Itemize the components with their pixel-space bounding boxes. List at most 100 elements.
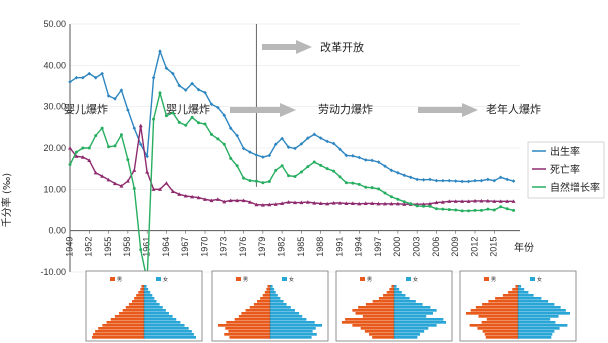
data-point: [447, 178, 452, 183]
annotation-elderly-boom: 老年人爆炸: [486, 102, 541, 116]
pyramid-bar-female: [394, 288, 400, 291]
data-point: [267, 153, 272, 158]
data-point: [505, 177, 509, 182]
data-point: [132, 187, 136, 191]
pyramid-bar-female: [518, 324, 568, 327]
pyramid-bar-female: [270, 330, 313, 333]
pyramid-bar-male: [512, 288, 518, 291]
data-point: [138, 123, 143, 128]
data-point: [351, 154, 355, 158]
series-line: [69, 125, 514, 206]
data-point: [338, 200, 342, 205]
data-point: [113, 181, 117, 186]
y-tick-label: -10.00: [40, 267, 66, 277]
data-point: [68, 80, 72, 84]
x-tick-label: 2009: [450, 237, 460, 257]
pyramid-bar-female: [144, 294, 153, 297]
data-point: [215, 197, 220, 201]
x-tick-label: 1991: [334, 237, 344, 257]
y-tick-label: 0.00: [48, 226, 66, 236]
x-tick-label: 1964: [161, 237, 171, 257]
pyramid-bar-female: [394, 333, 420, 336]
data-point: [428, 204, 432, 208]
pyramid-bar-female: [394, 330, 425, 333]
pyramid-bar-male: [106, 321, 144, 324]
pyramid-bar-male: [228, 330, 270, 333]
pyramid-bar-female: [144, 285, 147, 288]
data-point: [460, 209, 464, 213]
data-point: [151, 187, 156, 191]
pyramid-bar-female: [518, 318, 551, 321]
pyramid-bar-female: [270, 327, 316, 330]
data-point: [254, 179, 258, 183]
x-tick-label: 1985: [296, 237, 306, 257]
data-point: [357, 155, 362, 160]
pyramid-bar-male: [502, 294, 518, 297]
pyramid-bar-male: [238, 315, 270, 318]
data-point: [203, 197, 207, 201]
data-point: [183, 193, 188, 198]
data-point: [164, 181, 169, 185]
x-tick-label: 2012: [469, 237, 479, 257]
data-point: [396, 171, 400, 175]
pyramid-bar-male: [234, 318, 270, 321]
data-point: [190, 194, 195, 199]
pyramid-bar-female: [518, 288, 525, 291]
data-point: [87, 71, 92, 76]
data-point: [119, 184, 124, 188]
pyramid-bar-male: [122, 309, 144, 312]
pyramid-bar-female: [270, 324, 322, 327]
pyramid-bar-male: [245, 309, 270, 312]
data-point: [261, 155, 265, 159]
data-point: [332, 169, 336, 173]
data-point: [190, 81, 194, 86]
data-point: [511, 199, 516, 203]
data-point: [338, 147, 342, 152]
data-point: [74, 150, 78, 154]
data-point: [473, 198, 477, 203]
data-point: [100, 71, 104, 76]
data-point: [441, 178, 445, 183]
data-point: [274, 168, 278, 172]
pyramid-bar-male: [488, 300, 518, 303]
data-point: [241, 198, 246, 203]
data-point: [228, 126, 233, 130]
pyramid-bar-male: [355, 312, 394, 315]
pyramid-bar-female: [518, 303, 555, 306]
data-point: [145, 169, 150, 174]
data-point: [306, 165, 310, 169]
series-1: [68, 123, 516, 207]
legend-label-birth: 出生率: [550, 145, 580, 158]
data-point: [338, 175, 342, 179]
pyramid-legend-female: 女: [163, 276, 168, 283]
pyramid-bar-female: [518, 306, 561, 309]
pyramid-bar-male: [369, 333, 394, 336]
data-point: [492, 178, 497, 183]
pyramid-bar-male: [241, 312, 270, 315]
data-point: [396, 197, 400, 201]
series-line: [69, 90, 514, 281]
pyramid-bar-male: [365, 303, 394, 306]
pyramid-bar-male: [358, 306, 394, 309]
pyramid-bar-female: [144, 333, 194, 336]
pyramid-bar-male: [378, 297, 394, 300]
x-tick-label: 1994: [354, 237, 364, 257]
data-point: [376, 201, 381, 206]
pyramid-bar-female: [270, 294, 278, 297]
legend-label-natural: 自然增长率: [550, 181, 600, 194]
data-point: [209, 198, 214, 203]
data-point: [248, 150, 252, 154]
data-point: [235, 164, 239, 168]
x-tick-label: 1976: [238, 237, 248, 257]
data-point: [306, 136, 310, 140]
data-point: [106, 177, 111, 182]
pyramid-bar-male: [226, 321, 270, 324]
data-point: [363, 158, 368, 162]
pyramid-legend-swatch-male: [236, 277, 241, 281]
data-point: [325, 139, 329, 144]
data-point: [370, 186, 374, 190]
pyramid-bar-male: [485, 336, 518, 339]
data-point: [171, 111, 175, 115]
data-point: [254, 202, 259, 207]
data-point: [242, 176, 246, 180]
